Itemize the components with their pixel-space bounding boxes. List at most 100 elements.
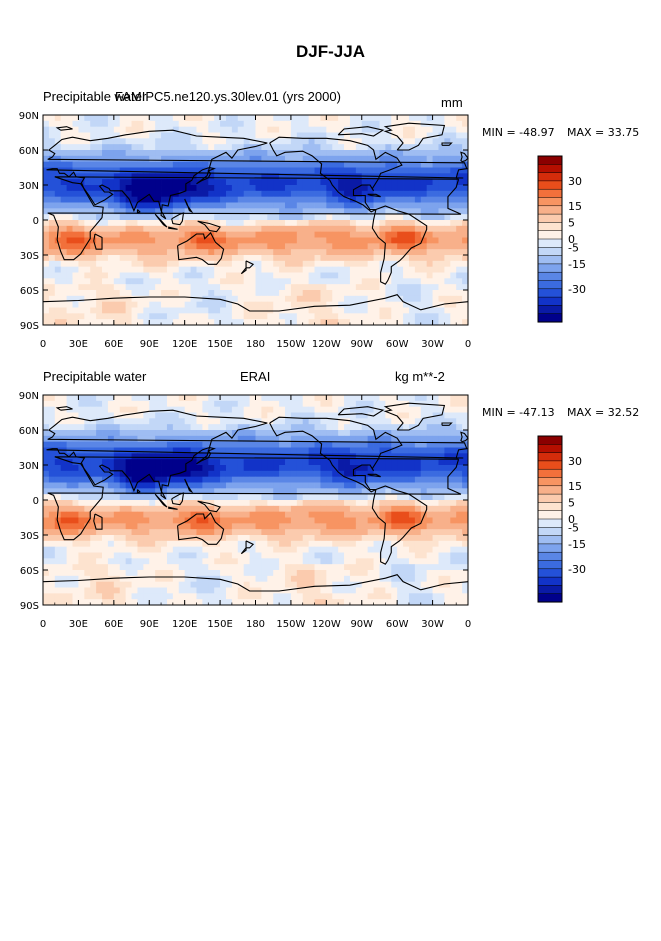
field-cell bbox=[244, 407, 250, 413]
field-cell bbox=[332, 127, 338, 133]
field-cell bbox=[179, 494, 185, 500]
field-cell bbox=[143, 121, 149, 127]
field-cell bbox=[55, 395, 61, 401]
field-cell bbox=[220, 220, 226, 226]
field-cell bbox=[238, 512, 244, 518]
field-cell bbox=[374, 249, 380, 255]
field-cell bbox=[43, 418, 49, 424]
field-cell bbox=[326, 535, 332, 541]
field-cell bbox=[297, 401, 303, 407]
field-cell bbox=[232, 418, 238, 424]
field-cell bbox=[43, 512, 49, 518]
field-cell bbox=[338, 558, 344, 564]
field-cell bbox=[114, 442, 120, 448]
field-cell bbox=[397, 243, 403, 249]
field-cell bbox=[409, 267, 415, 273]
field-cell bbox=[132, 436, 138, 442]
field-cell bbox=[397, 564, 403, 570]
field-cell bbox=[143, 459, 149, 465]
field-cell bbox=[220, 541, 226, 547]
field-cell bbox=[421, 203, 427, 209]
field-cell bbox=[267, 506, 273, 512]
field-cell bbox=[450, 255, 456, 261]
field-cell bbox=[415, 249, 421, 255]
field-cell bbox=[208, 465, 214, 471]
field-cell bbox=[84, 214, 90, 220]
field-cell bbox=[297, 564, 303, 570]
field-cell bbox=[161, 115, 167, 121]
field-cell bbox=[256, 115, 262, 121]
field-cell bbox=[338, 547, 344, 553]
field-cell bbox=[279, 477, 285, 483]
field-cell bbox=[49, 500, 55, 506]
field-cell bbox=[191, 465, 197, 471]
field-cell bbox=[403, 185, 409, 191]
field-cell bbox=[126, 518, 132, 524]
field-cell bbox=[61, 518, 67, 524]
field-cell bbox=[149, 407, 155, 413]
field-cell bbox=[226, 162, 232, 168]
field-cell bbox=[244, 226, 250, 232]
field-cell bbox=[90, 150, 96, 156]
field-cell bbox=[220, 214, 226, 220]
field-cell bbox=[344, 459, 350, 465]
field-cell bbox=[332, 220, 338, 226]
field-cell bbox=[191, 238, 197, 244]
field-cell bbox=[208, 273, 214, 279]
field-cell bbox=[55, 488, 61, 494]
field-cell bbox=[338, 424, 344, 430]
field-cell bbox=[196, 238, 202, 244]
field-cell bbox=[173, 150, 179, 156]
field-cell bbox=[49, 570, 55, 576]
colorbar-label: -15 bbox=[568, 258, 586, 271]
field-cell bbox=[267, 459, 273, 465]
field-cell bbox=[450, 424, 456, 430]
field-cell bbox=[444, 448, 450, 454]
field-cell bbox=[379, 494, 385, 500]
field-cell bbox=[326, 115, 332, 121]
field-cell bbox=[397, 459, 403, 465]
field-cell bbox=[102, 436, 108, 442]
field-cell bbox=[220, 261, 226, 267]
field-cell bbox=[102, 430, 108, 436]
field-cell bbox=[297, 506, 303, 512]
field-cell bbox=[250, 430, 256, 436]
field-cell bbox=[202, 564, 208, 570]
field-cell bbox=[415, 518, 421, 524]
field-cell bbox=[238, 173, 244, 179]
field-cell bbox=[421, 255, 427, 261]
field-cell bbox=[126, 249, 132, 255]
field-cell bbox=[96, 547, 102, 553]
field-cell bbox=[185, 547, 191, 553]
field-cell bbox=[238, 477, 244, 483]
field-cell bbox=[208, 459, 214, 465]
field-cell bbox=[433, 512, 439, 518]
field-cell bbox=[108, 558, 114, 564]
field-cell bbox=[220, 494, 226, 500]
field-cell bbox=[315, 494, 321, 500]
field-cell bbox=[261, 115, 267, 121]
field-cell bbox=[250, 238, 256, 244]
field-cell bbox=[114, 570, 120, 576]
field-cell bbox=[338, 214, 344, 220]
field-cell bbox=[226, 453, 232, 459]
field-cell bbox=[356, 238, 362, 244]
field-cell bbox=[450, 401, 456, 407]
field-cell bbox=[191, 570, 197, 576]
field-cell bbox=[291, 203, 297, 209]
field-cell bbox=[285, 273, 291, 279]
field-cell bbox=[108, 564, 114, 570]
field-cell bbox=[326, 127, 332, 133]
field-cell bbox=[421, 448, 427, 454]
field-cell bbox=[261, 413, 267, 419]
field-cell bbox=[350, 220, 356, 226]
field-cell bbox=[309, 564, 315, 570]
field-cell bbox=[326, 243, 332, 249]
field-cell bbox=[102, 518, 108, 524]
field-cell bbox=[261, 232, 267, 238]
field-cell bbox=[73, 162, 79, 168]
field-cell bbox=[108, 529, 114, 535]
field-cell bbox=[120, 267, 126, 273]
field-cell bbox=[438, 512, 444, 518]
field-cell bbox=[261, 162, 267, 168]
